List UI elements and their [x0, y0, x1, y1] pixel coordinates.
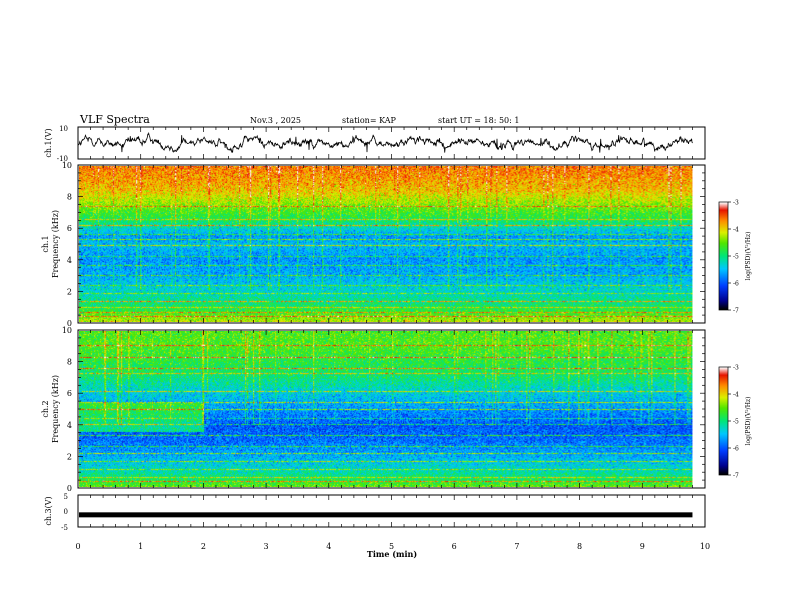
frequency-tick-label: 6 [67, 389, 72, 398]
colorbar-tick-label: -3 [733, 365, 739, 372]
header-start-time: start UT = 18: 50: 1 [438, 116, 519, 125]
frequency-tick-label: 8 [67, 358, 72, 367]
ch2-colorbar: -3 -4 -5 -6 -7 log(PSD)(V²/Hz) [718, 365, 752, 480]
ch1-waveform-trace [78, 131, 693, 153]
ch3-ytick-top: 5 [64, 493, 68, 501]
time-axis-tick-labels: 0 1 2 3 4 5 6 7 8 9 10 [75, 542, 710, 551]
ch2-spectrogram-ylabel-frequency: Frequency (kHz) [51, 375, 60, 443]
frequency-tick-label: 2 [67, 287, 72, 296]
ch1-ytick-bottom: -10 [57, 155, 68, 163]
time-tick-label: 1 [138, 542, 143, 551]
colorbar-tick-label: -6 [733, 281, 739, 288]
ch2-colorbar-tick-labels: -3 -4 -5 -6 -7 [728, 365, 739, 480]
time-tick-label: 9 [640, 542, 645, 551]
header-station: station= KAP [342, 116, 397, 125]
ch1-spectrogram-image [79, 166, 693, 322]
frequency-tick-label: 4 [67, 256, 72, 265]
ch1-colorbar-image [719, 202, 728, 310]
ch1-colorbar-tick-labels: -3 -4 -5 -6 -7 [728, 200, 739, 315]
ch3-ylabel: ch.3(V) [44, 496, 53, 525]
figure-title: VLF Spectra [79, 113, 150, 126]
ch1-colorbar-label: log(PSD)(V²/Hz) [745, 232, 752, 281]
ch3-signal-line [79, 512, 693, 518]
ch2-spectrogram-ylabel-channel: ch.2 [41, 400, 50, 417]
ch1-frequency-tick-labels: 0 2 4 6 8 10 [62, 161, 72, 328]
time-tick-label: 10 [700, 542, 710, 551]
colorbar-tick-label: -4 [733, 392, 739, 399]
frequency-tick-label: 10 [62, 161, 72, 170]
ch2-spectrogram-ticks [77, 329, 706, 489]
ch3-panel: 5 0 -5 ch.3(V) 0 1 2 3 4 5 6 7 8 9 10 Time (min) [44, 493, 710, 559]
time-tick-label: 5 [389, 542, 394, 551]
colorbar-tick-label: -5 [733, 254, 739, 261]
ch2-spectrogram-panel: 0 2 4 6 8 10 ch.2 Frequency (kHz) -3 -4 -5 -6 -7 … [41, 326, 752, 493]
ch1-spectrogram-panel: 0 2 4 6 8 10 ch.1 Frequency (kHz) -3 -4 -5 -6 -7 … [41, 161, 752, 328]
frequency-tick-label: 0 [67, 319, 72, 328]
time-tick-label: 0 [75, 542, 80, 551]
ch1-spectrogram-ylabel-channel: ch.1 [41, 235, 50, 252]
ch2-colorbar-label: log(PSD)(V²/Hz) [745, 397, 752, 446]
ch3-ytick-bottom: -5 [61, 524, 68, 532]
frequency-tick-label: 4 [67, 421, 72, 430]
colorbar-tick-label: -7 [733, 308, 739, 315]
colorbar-tick-label: -5 [733, 419, 739, 426]
time-tick-label: 2 [201, 542, 206, 551]
ch3-ytick-middle: 0 [64, 508, 68, 516]
time-tick-label: 3 [264, 542, 269, 551]
colorbar-tick-label: -6 [733, 446, 739, 453]
frequency-tick-label: 8 [67, 193, 72, 202]
time-tick-label: 4 [326, 542, 331, 551]
header-date: Nov.3 , 2025 [250, 116, 301, 125]
ch1-spectrogram-ticks [77, 164, 706, 324]
ch1-waveform-line [78, 131, 693, 153]
colorbar-tick-label: -3 [733, 200, 739, 207]
frequency-tick-label: 0 [67, 484, 72, 493]
time-tick-label: 8 [577, 542, 582, 551]
ch1-ticks [77, 127, 706, 159]
time-axis-label: Time (min) [367, 549, 417, 559]
frequency-tick-label: 10 [62, 326, 72, 335]
time-tick-label: 7 [514, 542, 519, 551]
ch2-colorbar-image [719, 367, 728, 475]
ch1-panel: 10 -10 ch.1(V) [44, 125, 706, 163]
frequency-tick-label: 6 [67, 224, 72, 233]
ch2-spectrogram-image [79, 331, 693, 487]
time-tick-label: 6 [452, 542, 457, 551]
frequency-tick-label: 2 [67, 452, 72, 461]
ch1-ylabel: ch.1(V) [44, 128, 53, 157]
ch1-colorbar: -3 -4 -5 -6 -7 log(PSD)(V²/Hz) [718, 200, 752, 315]
ch1-ytick-top: 10 [59, 125, 68, 133]
colorbar-tick-label: -7 [733, 473, 739, 480]
ch1-spectrogram-ylabel-frequency: Frequency (kHz) [51, 210, 60, 278]
colorbar-tick-label: -4 [733, 227, 739, 234]
ch2-frequency-tick-labels: 0 2 4 6 8 10 [62, 326, 72, 493]
ch3-ticks [77, 495, 706, 527]
